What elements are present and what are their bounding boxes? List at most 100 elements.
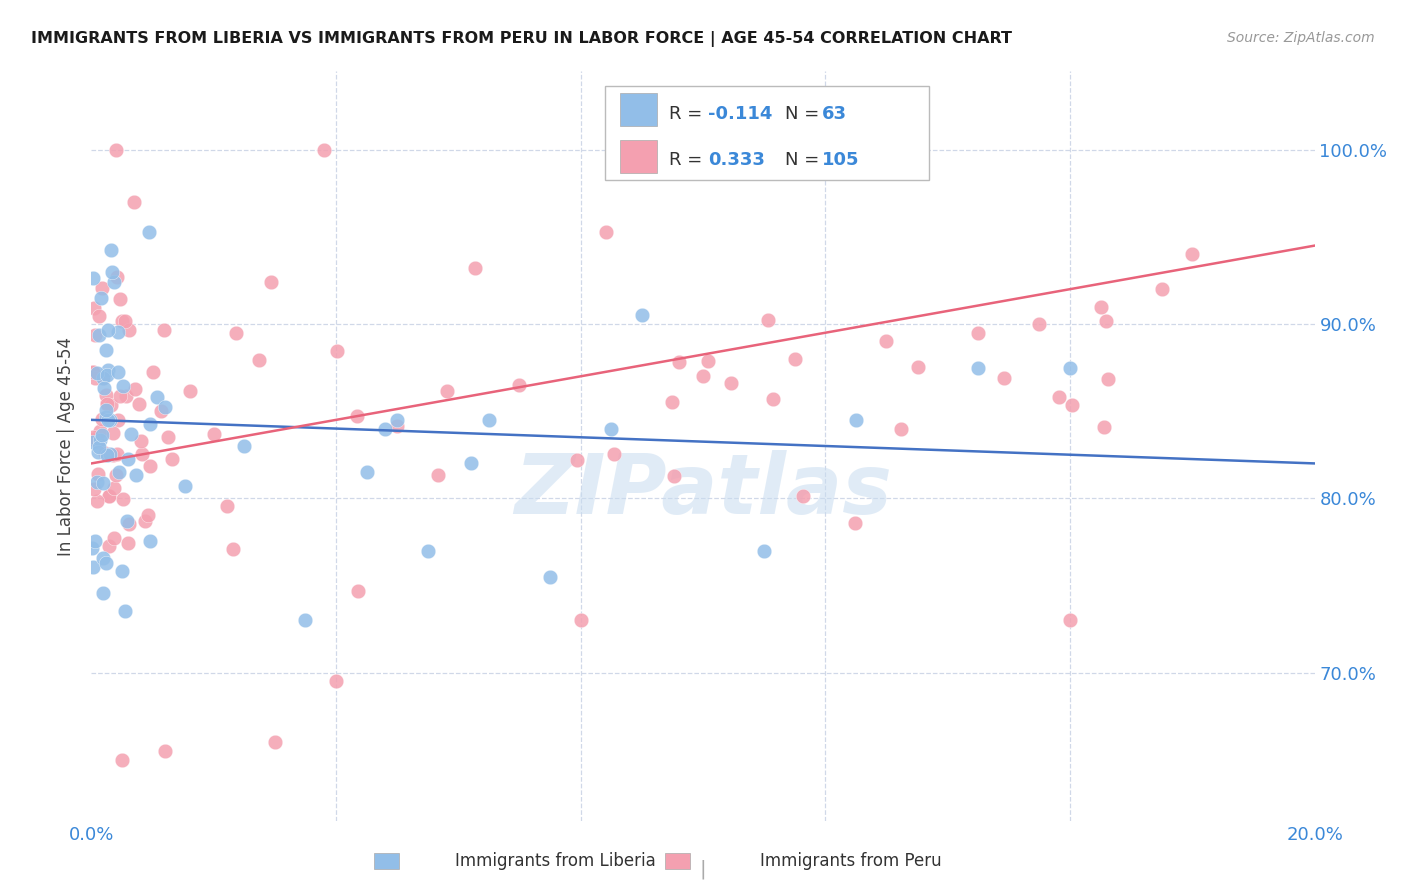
Point <box>87 327 110 342</box>
Point <box>294 613 316 627</box>
Text: N =: N = <box>785 104 825 122</box>
Point <box>173 479 195 493</box>
Point <box>792 489 814 503</box>
Point <box>96 397 118 411</box>
Point <box>90 291 112 305</box>
Point <box>118 517 141 532</box>
Point <box>103 275 125 289</box>
Point <box>152 323 174 337</box>
Point <box>115 388 138 402</box>
Point <box>111 378 134 392</box>
Point <box>326 344 349 359</box>
Point <box>478 413 501 427</box>
Text: 0.333: 0.333 <box>707 152 765 169</box>
Text: 63: 63 <box>821 104 846 122</box>
Point <box>222 542 245 557</box>
Point <box>114 604 136 618</box>
Point <box>260 275 283 289</box>
Point <box>844 516 866 531</box>
Point <box>692 369 714 384</box>
Text: Source: ZipAtlas.com: Source: ZipAtlas.com <box>1227 31 1375 45</box>
Point <box>225 326 247 341</box>
Point <box>94 402 117 417</box>
Point <box>105 447 128 461</box>
Point <box>98 489 121 503</box>
Point <box>114 314 136 328</box>
Point <box>890 422 912 436</box>
Point <box>427 467 450 482</box>
Point <box>110 293 132 307</box>
Point <box>100 398 122 412</box>
Point <box>93 381 115 395</box>
Point <box>1090 300 1112 314</box>
Point <box>215 499 238 513</box>
Point <box>538 570 561 584</box>
Point <box>120 427 142 442</box>
Point <box>1181 247 1204 261</box>
FancyBboxPatch shape <box>620 140 657 172</box>
Point <box>153 744 176 758</box>
Point <box>115 514 138 528</box>
Point <box>108 465 131 479</box>
Text: |: | <box>700 859 706 879</box>
Point <box>97 413 120 427</box>
Point <box>1097 372 1119 386</box>
Point <box>89 441 111 455</box>
Point <box>82 365 104 379</box>
Point <box>104 468 127 483</box>
Point <box>84 371 107 385</box>
Point <box>157 430 180 444</box>
Point <box>89 424 111 438</box>
Point <box>96 396 118 410</box>
Point <box>98 413 121 427</box>
Point <box>1094 420 1116 434</box>
Point <box>668 354 690 368</box>
Point <box>98 489 121 503</box>
Point <box>86 475 108 489</box>
Point <box>94 410 117 425</box>
Point <box>86 494 108 508</box>
Point <box>101 265 124 279</box>
Point <box>464 260 486 275</box>
Point <box>108 389 131 403</box>
Point <box>134 514 156 528</box>
Point <box>139 534 162 549</box>
Point <box>508 378 530 392</box>
Point <box>416 543 439 558</box>
Point <box>91 371 114 385</box>
Text: Immigrants from Peru: Immigrants from Peru <box>759 852 942 870</box>
Point <box>94 446 117 460</box>
Point <box>1047 390 1070 404</box>
Point <box>138 459 160 474</box>
Point <box>91 475 114 490</box>
Text: N =: N = <box>785 152 825 169</box>
Point <box>82 559 104 574</box>
Point <box>385 419 409 434</box>
Text: Immigrants from Liberia: Immigrants from Liberia <box>456 852 655 870</box>
FancyBboxPatch shape <box>620 93 657 126</box>
Point <box>603 446 626 460</box>
Point <box>1059 360 1081 375</box>
Point <box>139 417 162 431</box>
Point <box>136 508 159 523</box>
Point <box>91 428 114 442</box>
Point <box>124 382 146 396</box>
Point <box>631 308 654 322</box>
Text: -0.114: -0.114 <box>707 104 772 122</box>
Point <box>96 556 118 570</box>
Point <box>967 326 990 340</box>
Point <box>128 397 150 411</box>
Point <box>202 426 225 441</box>
Point <box>86 367 108 381</box>
Text: 105: 105 <box>821 152 859 169</box>
Point <box>87 445 110 459</box>
Point <box>104 143 127 157</box>
Point <box>1095 314 1118 328</box>
Point <box>1028 317 1050 331</box>
Point <box>1062 398 1084 412</box>
Point <box>153 400 176 414</box>
Point <box>107 413 129 427</box>
Point <box>83 483 105 497</box>
Point <box>374 421 396 435</box>
Point <box>1059 613 1081 627</box>
